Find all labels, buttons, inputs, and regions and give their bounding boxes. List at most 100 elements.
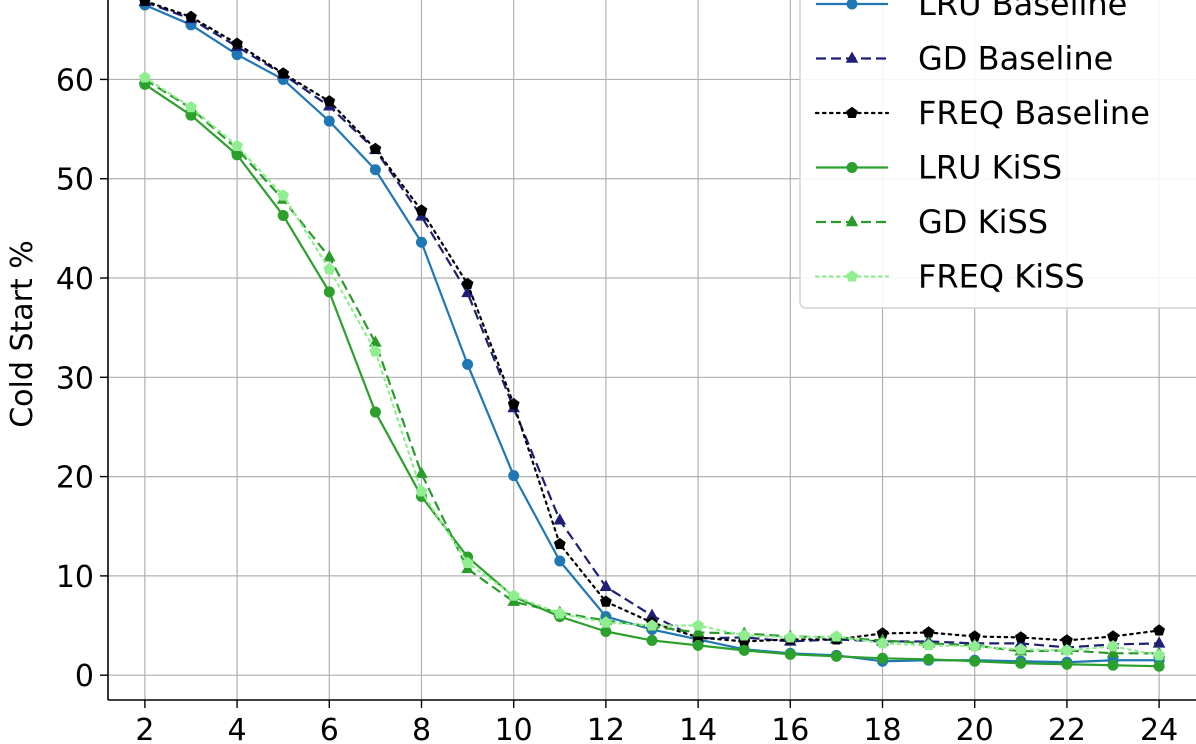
y-tick-label: 40 <box>56 262 94 297</box>
data-point <box>1153 660 1165 672</box>
data-point <box>784 648 796 660</box>
data-point <box>645 608 659 620</box>
y-tick-label: 10 <box>56 560 94 595</box>
data-point <box>968 640 981 652</box>
legend-marker <box>846 162 858 173</box>
legend-marker <box>845 215 859 227</box>
x-tick-label: 20 <box>956 713 994 744</box>
axes <box>107 0 1196 701</box>
data-point <box>876 637 889 649</box>
x-tick-label: 24 <box>1140 713 1178 744</box>
data-point <box>462 358 474 370</box>
x-tick-label: 16 <box>771 713 809 744</box>
data-point <box>968 630 981 642</box>
data-point <box>323 95 336 107</box>
series-5 <box>138 71 1166 661</box>
data-point <box>1153 624 1166 636</box>
data-point <box>1014 643 1027 655</box>
legend-item: LRU Baseline <box>816 0 1127 23</box>
legend-marker <box>846 0 858 10</box>
data-point <box>277 189 290 201</box>
data-point <box>461 556 474 568</box>
data-point <box>185 109 197 121</box>
data-point <box>369 406 381 418</box>
data-point <box>1061 644 1073 656</box>
data-point <box>738 644 750 656</box>
y-axis-ticks: 0 10 20 30 40 50 60 <box>56 63 108 694</box>
data-point <box>969 655 981 667</box>
y-axis-label: Cold Start % <box>5 240 40 428</box>
data-point <box>415 485 428 497</box>
x-tick-label: 4 <box>228 713 247 744</box>
data-point <box>600 595 612 607</box>
data-point <box>1106 646 1120 658</box>
data-point <box>323 115 335 127</box>
data-point <box>600 625 612 637</box>
legend-item: GD KiSS <box>816 203 1048 241</box>
data-point <box>415 466 428 478</box>
data-point <box>231 139 243 151</box>
data-point <box>369 164 381 176</box>
x-tick-label: 18 <box>863 713 901 744</box>
data-point <box>923 653 935 665</box>
data-point <box>1107 630 1119 642</box>
data-point <box>369 345 382 357</box>
data-point <box>553 513 567 525</box>
x-tick-label: 6 <box>320 713 339 744</box>
data-point <box>507 589 520 601</box>
x-tick-label: 12 <box>587 713 625 744</box>
data-point <box>461 285 474 298</box>
legend-box <box>799 0 1196 309</box>
x-tick-label: 22 <box>1048 713 1086 744</box>
series-group <box>138 0 1166 672</box>
legend-item: LRU KiSS <box>816 149 1062 187</box>
data-point <box>1061 634 1073 646</box>
x-tick-label: 14 <box>679 713 717 744</box>
data-point <box>738 629 751 641</box>
data-point <box>1014 631 1027 643</box>
data-point <box>876 627 889 639</box>
data-point <box>830 630 843 642</box>
data-point <box>784 631 797 643</box>
legend-label: FREQ KiSS <box>918 258 1085 296</box>
data-point <box>415 236 427 248</box>
series-line <box>143 76 1161 657</box>
data-point <box>922 626 935 638</box>
y-tick-label: 30 <box>56 361 94 396</box>
data-point <box>1107 640 1119 652</box>
data-point <box>600 616 612 628</box>
data-point <box>692 619 704 631</box>
data-point <box>138 71 151 83</box>
data-point <box>692 639 704 651</box>
legend-item: GD Baseline <box>816 40 1113 78</box>
y-tick-label: 0 <box>75 659 94 694</box>
legend-label: FREQ Baseline <box>918 94 1150 132</box>
data-point <box>599 579 613 592</box>
data-point <box>830 650 842 662</box>
legend-item: FREQ KiSS <box>814 258 1085 296</box>
legend-label: LRU Baseline <box>918 0 1127 23</box>
data-point <box>185 101 197 113</box>
data-point <box>646 634 658 646</box>
data-point <box>922 639 935 651</box>
data-point <box>415 204 428 216</box>
x-tick-label: 8 <box>412 713 431 744</box>
legend-marker <box>845 51 859 63</box>
legend-label: GD KiSS <box>918 203 1048 241</box>
data-point <box>277 67 290 79</box>
data-point <box>369 335 382 347</box>
data-point <box>691 625 705 637</box>
data-point <box>507 397 520 410</box>
legend: LRU Baseline GD Baseline FREQ Baseline LRU … <box>799 0 1196 309</box>
data-point <box>322 250 336 262</box>
data-point <box>231 49 243 61</box>
data-point <box>139 0 151 7</box>
data-point <box>323 262 336 275</box>
data-point <box>1153 649 1166 661</box>
x-axis-ticks: 2 4 6 8 10 12 14 16 18 20 22 24 <box>135 700 1178 744</box>
data-point <box>553 607 566 619</box>
data-point <box>461 277 474 289</box>
data-point <box>553 537 566 550</box>
legend-marker <box>846 106 858 119</box>
